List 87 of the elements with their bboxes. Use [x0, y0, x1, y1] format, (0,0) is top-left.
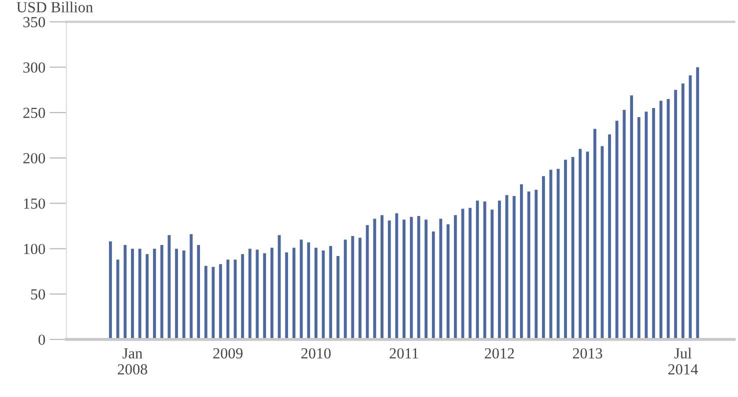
bar [358, 238, 362, 340]
bar [402, 220, 406, 340]
bar [520, 184, 523, 340]
bar [417, 216, 420, 340]
bar [131, 248, 134, 340]
bar [307, 242, 310, 340]
x-tick-label: 2012 [484, 348, 514, 359]
bar [652, 108, 656, 340]
bar [564, 160, 567, 340]
x-tick-label: 2009 [213, 348, 243, 359]
bar [600, 146, 604, 340]
bar [124, 245, 127, 340]
bar [586, 152, 589, 340]
bar [329, 246, 332, 340]
bar [454, 215, 457, 340]
y-tick-label: 350 [23, 16, 46, 28]
x-tick-label: Jul 2014 [668, 348, 698, 374]
bar [424, 220, 428, 340]
x-tick-label: 2010 [301, 348, 331, 359]
bar [292, 248, 296, 340]
bar [593, 128, 596, 340]
bar [446, 224, 450, 340]
bar [476, 200, 479, 340]
bar [108, 241, 112, 340]
y-tick-label: 200 [23, 153, 46, 164]
bar [300, 240, 303, 340]
bar [182, 250, 186, 340]
y-tick-label: 250 [23, 108, 46, 118]
bar [160, 245, 164, 340]
bar [336, 256, 340, 340]
bar [512, 196, 516, 340]
bar [197, 245, 200, 340]
bar [498, 200, 501, 340]
bar [527, 192, 530, 340]
bar [468, 208, 472, 340]
bar [322, 250, 325, 340]
x-tick-label: 2011 [390, 348, 418, 359]
bar [270, 248, 274, 340]
bar [153, 248, 156, 340]
bar [226, 260, 230, 340]
bar [248, 248, 252, 340]
bar [578, 148, 582, 340]
bar [388, 220, 391, 340]
bar [175, 248, 178, 340]
bar [637, 117, 640, 340]
bar [344, 240, 347, 340]
bar [146, 254, 149, 340]
y-tick-label: 50 [31, 289, 46, 300]
bar [410, 216, 413, 340]
bar [395, 213, 398, 340]
bar [549, 170, 552, 340]
bar [542, 176, 545, 340]
bar [366, 225, 369, 340]
bar [138, 248, 142, 340]
bar [556, 168, 560, 340]
y-tick-label: 0 [38, 334, 46, 345]
bar [380, 215, 384, 340]
bar [659, 100, 662, 340]
bar [681, 84, 684, 340]
bar [314, 248, 318, 340]
y-tick-label: 100 [24, 244, 46, 254]
x-tick-label: Jan 2008 [118, 348, 148, 374]
bar [219, 264, 222, 340]
bar [696, 67, 700, 340]
bar [571, 157, 574, 340]
bar [204, 266, 208, 340]
bar [630, 95, 634, 340]
bar [534, 190, 538, 340]
bar [168, 235, 171, 340]
y-tick-label: 300 [23, 62, 46, 73]
bar [285, 252, 288, 340]
bar [615, 120, 618, 340]
bar [190, 234, 193, 340]
y-tick-label: 150 [24, 198, 46, 209]
bar [351, 236, 354, 340]
bar [263, 253, 266, 340]
bar [432, 231, 435, 340]
bar [674, 90, 678, 340]
bar [116, 260, 120, 340]
bar [505, 195, 508, 340]
y-axis-title: USD Billion [16, 2, 93, 12]
x-tick-label: 2013 [572, 348, 602, 359]
bar [212, 266, 215, 340]
bar [608, 134, 612, 340]
bar [490, 210, 494, 340]
bar [373, 218, 376, 340]
bar [241, 254, 244, 340]
